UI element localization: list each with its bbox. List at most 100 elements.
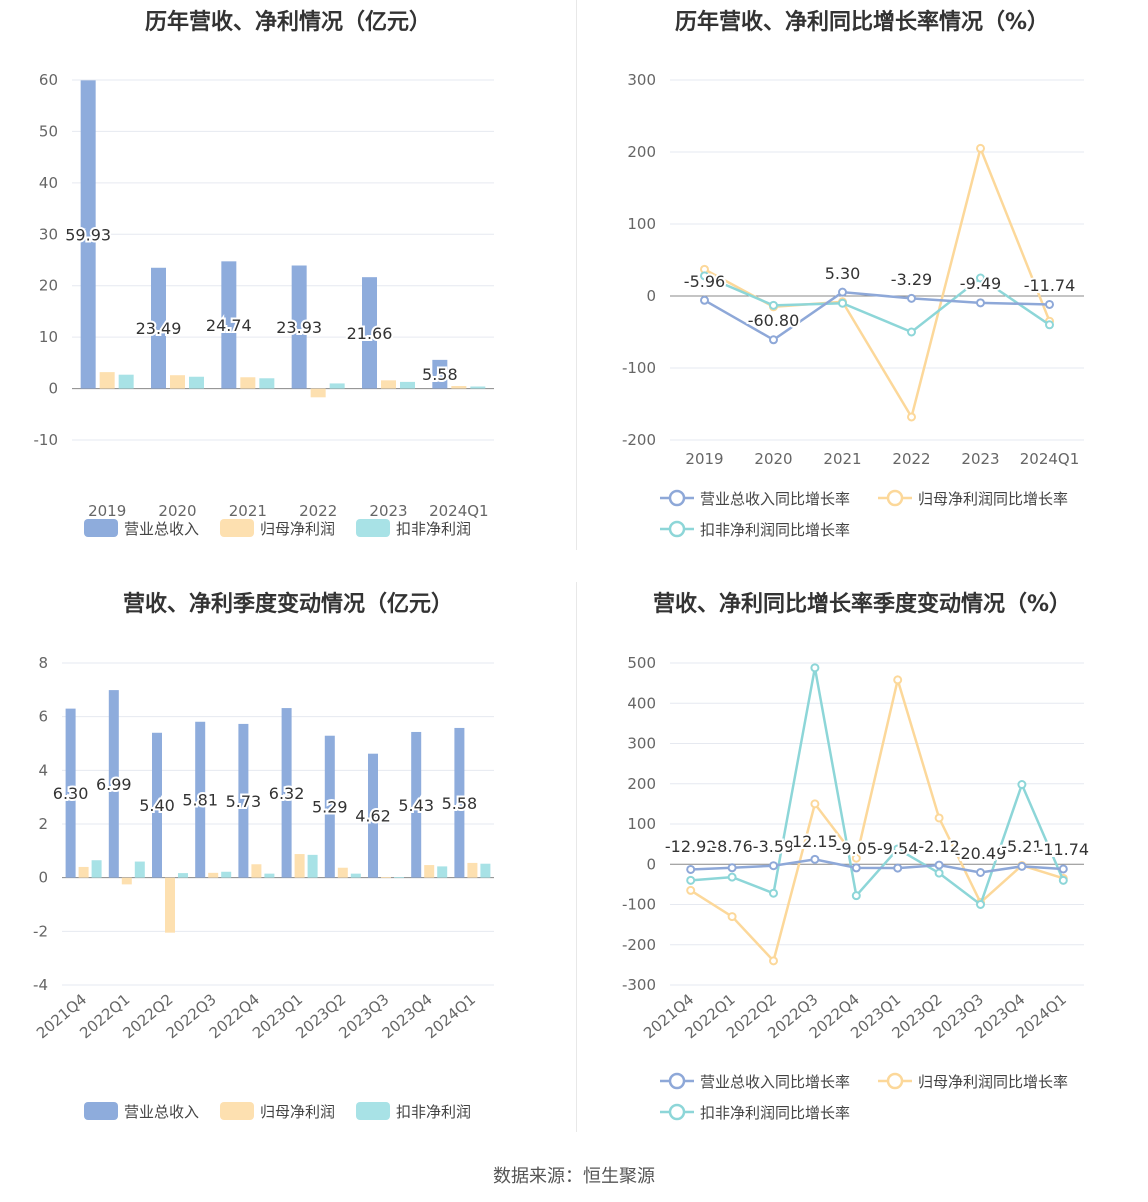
data-point [769, 335, 778, 345]
bar [310, 388, 326, 398]
y-tick-label: -100 [622, 896, 656, 914]
bar [307, 854, 318, 878]
bar [329, 383, 345, 389]
quarterly-growth-chart: -300-200-1000100200300400500-12.922021Q4… [622, 654, 1091, 1122]
y-tick-label: 20 [39, 277, 58, 295]
bar [134, 861, 145, 878]
bar [238, 723, 249, 878]
bar [294, 854, 305, 878]
y-tick-label: -10 [34, 431, 59, 449]
data-point [1017, 780, 1027, 790]
quarterly-growth-panel: 营收、净利同比增长率季度变动情况（%） -300 -200 -100 0 100 200 3… [576, 582, 1148, 1142]
data-point [893, 844, 903, 854]
data-label: 23.49 [136, 319, 182, 338]
data-point [893, 863, 903, 873]
legend-label: 营业总收入 [124, 1103, 199, 1121]
data-point [769, 300, 778, 310]
data-point [810, 663, 820, 673]
y-tick-label: 0 [48, 380, 58, 398]
legend-label: 归母净利润 [260, 520, 335, 538]
bar [99, 372, 115, 389]
legend-swatch [886, 489, 904, 507]
data-label: -9.54 [877, 839, 918, 858]
bar [91, 860, 102, 878]
data-label: -12.92 [665, 837, 717, 856]
bar [208, 872, 219, 878]
y-tick-label: -100 [622, 359, 656, 377]
x-tick-label: 2019 [685, 450, 723, 468]
data-point [1017, 861, 1027, 871]
bar [240, 377, 256, 389]
bar [470, 386, 486, 389]
y-tick-label: 100 [627, 815, 656, 833]
y-tick-label: 100 [627, 215, 656, 233]
legend-label: 扣非净利润同比增长率 [700, 1104, 850, 1122]
data-point [934, 860, 944, 870]
legend-label: 营业总收入同比增长率 [700, 1073, 850, 1091]
bar [454, 727, 465, 878]
y-tick-label: -300 [622, 976, 656, 994]
data-point [838, 298, 847, 308]
legend-label: 营业总收入 [124, 520, 199, 538]
legend-swatch [220, 1102, 254, 1120]
bar [281, 708, 292, 878]
data-point [851, 891, 861, 901]
legend-label: 营业总收入同比增长率 [700, 490, 850, 508]
data-label: -5.96 [684, 272, 725, 291]
annual-growth-chart: -200 -100 0 100 200 300 -5.96 2019 -60.80 2020 5.3… [622, 71, 1084, 539]
quarterly-values-panel: 营收、净利季度变动情况（亿元） -4 -2 0 2 4 6 8 6.30 2021Q4 6.99 2… [0, 582, 576, 1142]
x-tick-label: 2021 [823, 450, 861, 468]
annual-growth-panel: 历年营收、净利同比增长率情况（%） -200 -100 0 100 200 300 -5.9… [576, 0, 1148, 560]
data-label: -9.05 [836, 839, 877, 858]
series-line [690, 858, 1064, 874]
bar [259, 378, 275, 389]
bar [324, 735, 335, 878]
data-point [769, 888, 778, 898]
data-label: -8.76 [711, 837, 752, 856]
legend-swatch [668, 489, 686, 507]
data-label: 5.58 [422, 365, 458, 384]
bar [170, 375, 185, 389]
bar [78, 866, 89, 878]
bar [195, 721, 206, 878]
y-tick-label: 50 [39, 122, 58, 140]
data-point [727, 872, 737, 882]
y-tick-label: 0 [38, 869, 48, 887]
data-label: -11.74 [1038, 840, 1090, 859]
bar [80, 80, 96, 389]
legend-swatch [84, 519, 118, 537]
data-label: 5.73 [226, 792, 262, 811]
bar [118, 374, 134, 389]
bar [165, 877, 175, 933]
x-tick-label: 2021 [229, 502, 267, 520]
bar [381, 380, 396, 389]
data-point [810, 799, 820, 809]
data-point [769, 861, 778, 871]
x-tick-label: 2020 [754, 450, 792, 468]
bar [121, 877, 132, 885]
annual-values-chart: -10 0 10 20 30 40 50 60 59.93 2019 23.49 2020 24.74 2… [34, 71, 494, 538]
divider [576, 582, 577, 1132]
legend-swatch [356, 519, 390, 537]
bar [221, 261, 237, 389]
x-tick-label: 2023 [369, 502, 407, 520]
bar [65, 708, 76, 878]
data-label: 5.30 [825, 264, 861, 283]
bar [432, 359, 448, 389]
annual-values-panel: 历年营收、净利情况（亿元） -10 0 10 20 30 40 50 60 59.93 2019 2… [0, 0, 576, 560]
data-point [727, 912, 737, 922]
data-label: 5.29 [312, 798, 348, 817]
data-label: -3.29 [891, 270, 932, 289]
bar [221, 871, 232, 878]
y-tick-label: 6 [38, 708, 48, 726]
divider [576, 0, 577, 550]
legend-swatch [668, 1072, 686, 1090]
legend-label: 扣非净利润同比增长率 [700, 521, 850, 539]
y-tick-label: 500 [627, 654, 656, 672]
data-point [934, 868, 944, 878]
y-tick-label: 10 [39, 328, 58, 346]
legend-swatch [84, 1102, 118, 1120]
y-tick-label: 0 [646, 287, 656, 305]
bar [178, 873, 188, 878]
data-point [851, 863, 861, 873]
